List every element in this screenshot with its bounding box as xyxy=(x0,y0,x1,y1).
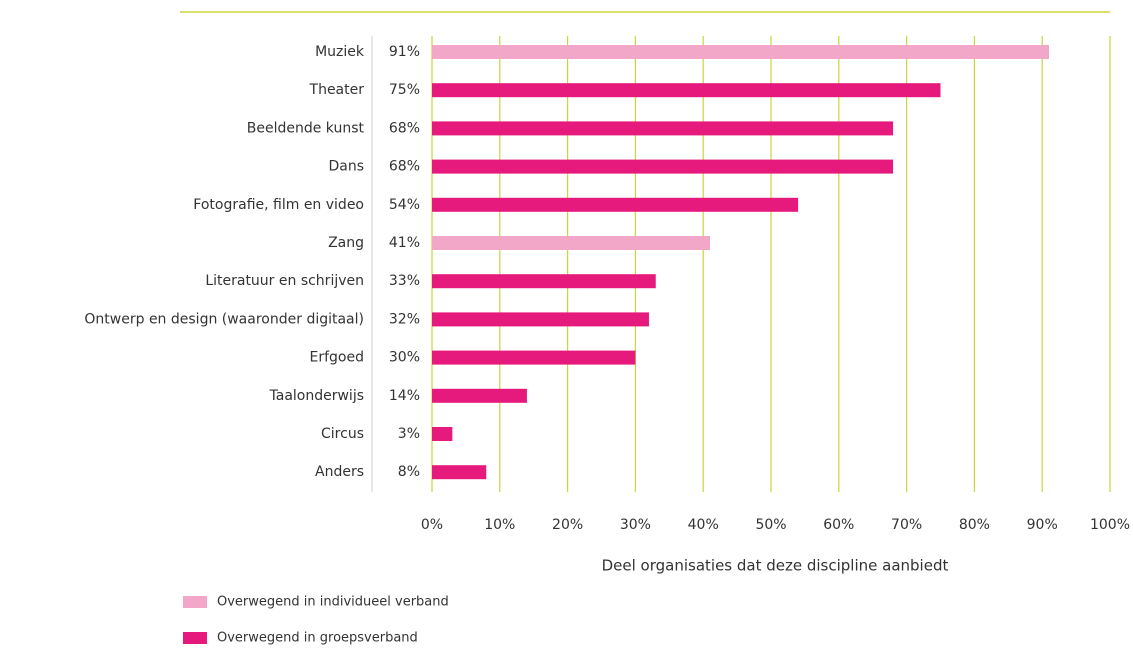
value-label: 75% xyxy=(389,82,420,98)
value-label: 30% xyxy=(389,350,420,366)
bar xyxy=(432,274,656,289)
bar xyxy=(432,45,1049,59)
x-axis-label: Deel organisaties dat deze discipline aa… xyxy=(602,557,949,575)
x-tick-label: 50% xyxy=(755,517,786,533)
y-tick-label: Anders xyxy=(315,464,364,480)
value-label: 91% xyxy=(389,44,420,60)
legend-label: Overwegend in individueel verband xyxy=(217,595,449,610)
bar xyxy=(432,465,487,480)
value-label: 8% xyxy=(398,464,420,480)
y-tick-label: Erfgoed xyxy=(310,350,364,366)
legend-label: Overwegend in groepsverband xyxy=(217,631,418,646)
bar xyxy=(432,236,710,250)
bar xyxy=(432,83,941,98)
bar xyxy=(432,427,453,441)
y-tick-label: Circus xyxy=(321,426,364,442)
value-label: 68% xyxy=(389,120,420,136)
y-tick-label: Zang xyxy=(328,235,364,251)
x-tick-label: 40% xyxy=(688,517,719,533)
value-label: 33% xyxy=(389,273,420,289)
y-tick-label: Fotografie, film en video xyxy=(193,197,364,213)
bar xyxy=(432,312,649,327)
x-tick-label: 10% xyxy=(484,517,515,533)
y-tick-label: Literatuur en schrijven xyxy=(205,273,364,289)
bar xyxy=(432,350,636,365)
bar xyxy=(432,197,799,212)
y-tick-label: Taalonderwijs xyxy=(269,388,365,404)
x-tick-label: 0% xyxy=(421,517,443,533)
x-tick-label: 70% xyxy=(891,517,922,533)
x-tick-label: 90% xyxy=(1027,517,1058,533)
value-label: 41% xyxy=(389,235,420,251)
x-tick-label: 20% xyxy=(552,517,583,533)
x-tick-label: 100% xyxy=(1090,517,1130,533)
y-tick-label: Ontwerp en design (waaronder digitaal) xyxy=(84,311,364,327)
legend-swatch xyxy=(183,632,207,644)
x-tick-label: 80% xyxy=(959,517,990,533)
value-label: 32% xyxy=(389,311,420,327)
value-label: 14% xyxy=(389,388,420,404)
bar xyxy=(432,121,894,136)
bar xyxy=(432,159,894,174)
value-label: 54% xyxy=(389,197,420,213)
y-tick-label: Beeldende kunst xyxy=(247,120,365,136)
value-label: 68% xyxy=(389,159,420,175)
legend-swatch xyxy=(183,596,207,608)
x-tick-label: 60% xyxy=(823,517,854,533)
value-label: 3% xyxy=(398,426,420,442)
y-tick-label: Dans xyxy=(328,159,364,175)
bar xyxy=(432,388,527,403)
y-tick-label: Muziek xyxy=(315,44,365,60)
y-tick-label: Theater xyxy=(309,82,365,98)
x-tick-label: 30% xyxy=(620,517,651,533)
